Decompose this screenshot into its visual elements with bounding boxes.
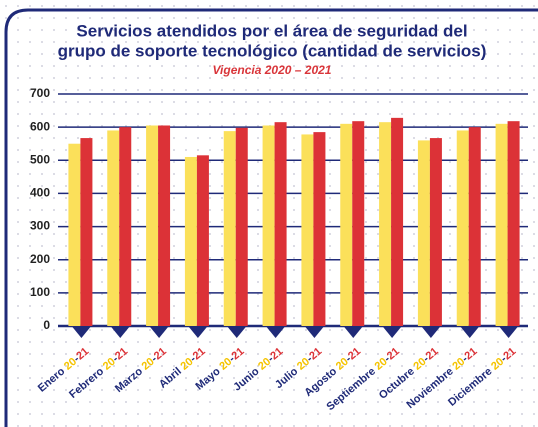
bar	[495, 123, 508, 326]
y-tick-label: 300	[30, 219, 50, 233]
frame-border	[4, 8, 538, 427]
x-tick-label: Noviembre20-21	[404, 345, 479, 411]
axis-marker	[421, 327, 440, 338]
axis-marker	[383, 327, 402, 338]
x-tick-label: Diciembre20-21	[446, 345, 518, 408]
bar	[468, 127, 481, 327]
axis-marker	[499, 327, 518, 338]
category-name: Febrero	[67, 365, 106, 401]
bar	[68, 143, 81, 326]
axis-marker	[266, 327, 285, 338]
y-tick-label: 600	[30, 119, 50, 133]
bar	[107, 130, 120, 326]
bar	[340, 123, 353, 326]
axis-marker	[460, 327, 479, 338]
axis-marker	[111, 327, 130, 338]
bar	[146, 125, 159, 326]
year-separator: -	[227, 353, 238, 365]
category-name: Mayo	[193, 365, 222, 392]
year-separator: -	[460, 353, 471, 365]
category-name: Junio	[231, 365, 261, 393]
year-separator: -	[188, 353, 199, 365]
axis-marker	[344, 327, 363, 338]
year-separator: -	[71, 353, 82, 365]
bar	[274, 122, 287, 327]
year-separator: -	[304, 353, 315, 365]
chart-title: grupo de soporte tecnológico (cantidad d…	[58, 41, 487, 60]
bar	[391, 117, 404, 326]
bar	[119, 127, 132, 327]
category-name: Enero	[36, 365, 68, 394]
bar	[184, 156, 197, 326]
bar	[196, 155, 209, 326]
bar	[262, 125, 275, 326]
bar	[417, 140, 430, 326]
year-separator: -	[265, 353, 276, 365]
axis-marker	[188, 327, 207, 338]
year-separator: -	[110, 353, 121, 365]
y-tick-label: 100	[30, 285, 50, 299]
bar	[158, 125, 171, 326]
bar	[223, 131, 236, 326]
bar	[379, 122, 392, 327]
y-tick-label: 700	[30, 86, 50, 100]
y-tick-label: 0	[43, 318, 50, 332]
year-separator: -	[498, 353, 509, 365]
axis-marker	[305, 327, 324, 338]
category-name: Abril	[157, 365, 184, 390]
bar	[301, 134, 314, 326]
bar	[235, 127, 248, 326]
category-name: Agosto	[302, 365, 339, 399]
axis-marker	[72, 327, 91, 338]
y-tick-label: 500	[30, 152, 50, 166]
y-tick-label: 400	[30, 186, 50, 200]
chart-title: Servicios atendidos por el área de segur…	[76, 21, 467, 40]
bar	[429, 138, 442, 326]
year-separator: -	[343, 353, 354, 365]
bar	[352, 121, 365, 326]
x-tick-label: Septiembre20-21	[324, 345, 401, 413]
bar	[313, 132, 326, 326]
category-name: Julio	[273, 365, 301, 391]
y-tick-label: 200	[30, 252, 50, 266]
bar	[507, 121, 520, 326]
category-name: Marzo	[113, 365, 145, 395]
chart-subtitle: Vigencia 2020 – 2021	[213, 63, 332, 77]
year-separator: -	[421, 353, 432, 365]
year-separator: -	[382, 353, 393, 365]
bar	[456, 130, 469, 326]
bar	[80, 138, 93, 326]
year-separator: -	[149, 353, 160, 365]
axis-marker	[150, 327, 169, 338]
axis-marker	[227, 327, 246, 338]
